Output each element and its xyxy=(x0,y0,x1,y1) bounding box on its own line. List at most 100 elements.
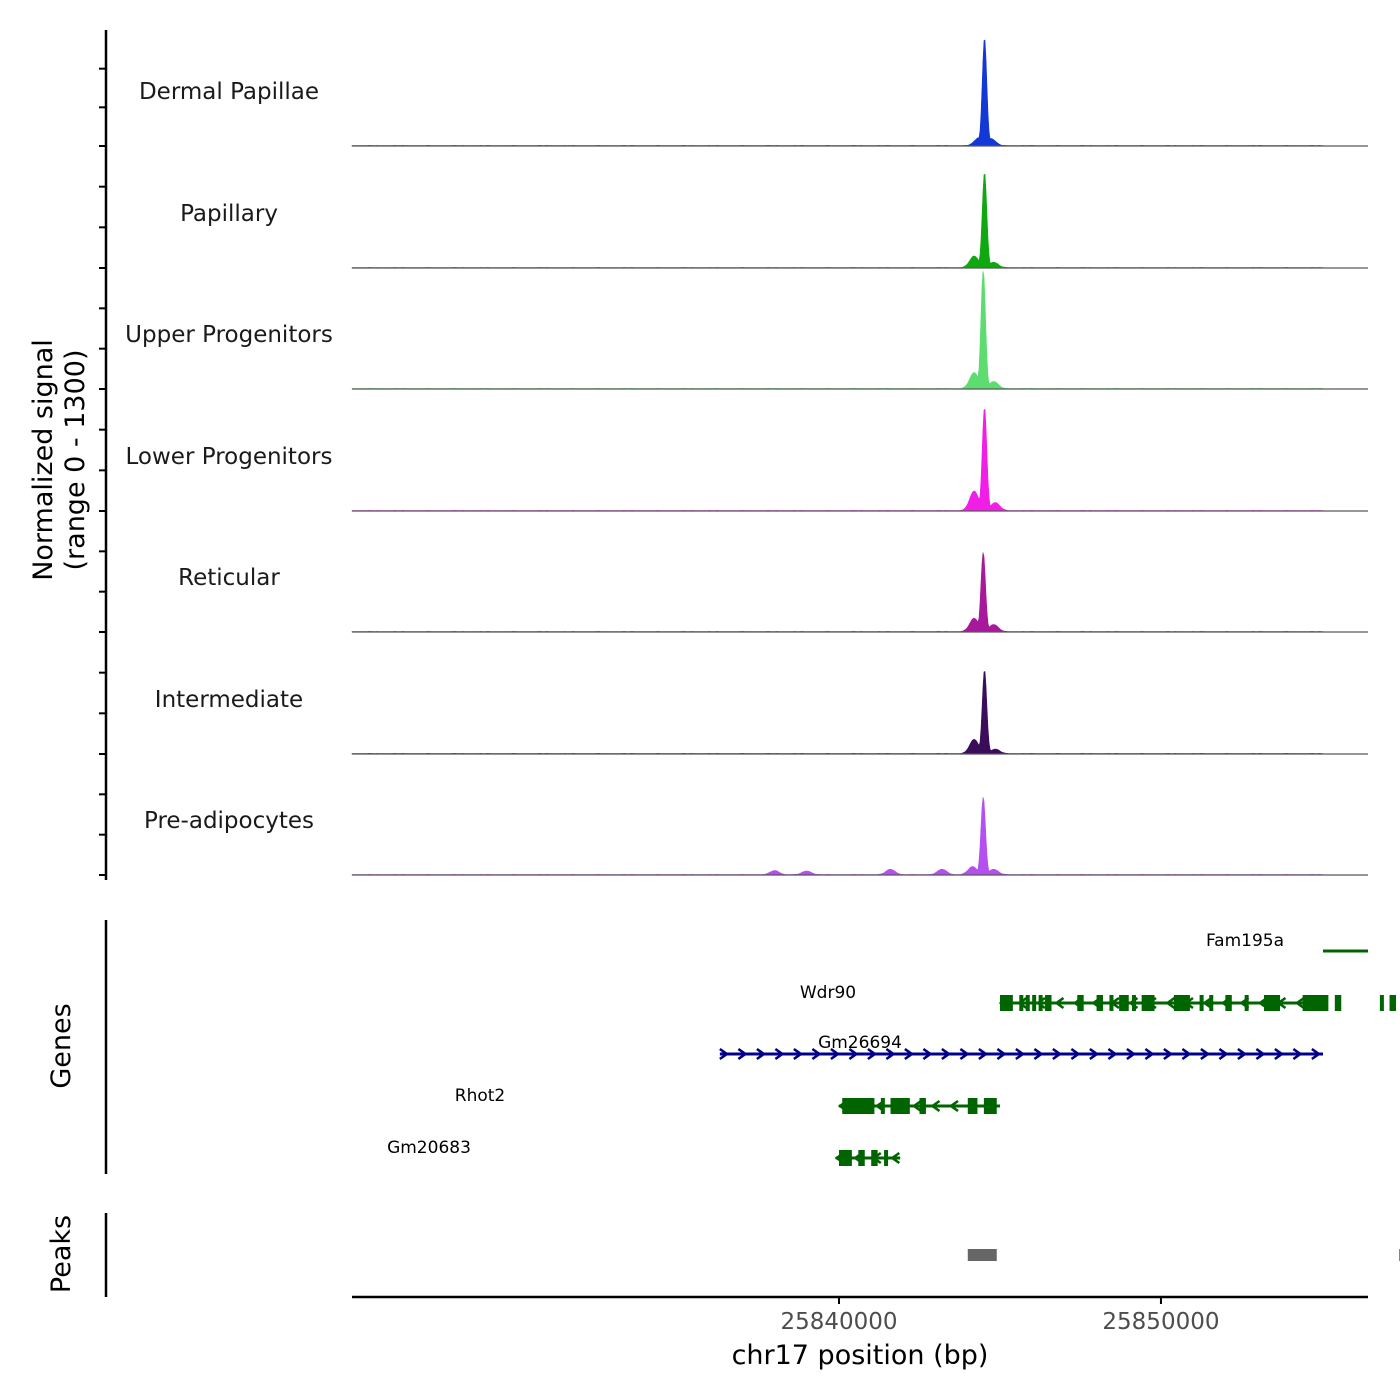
gene-exon xyxy=(1379,995,1384,1011)
gene-exon xyxy=(880,1098,885,1114)
gene-exon xyxy=(999,995,1013,1011)
strand-arrow xyxy=(1033,1047,1044,1061)
gene-exon xyxy=(1032,995,1037,1011)
coverage-track: Upper Progenitors xyxy=(125,270,1368,390)
gene-label: Fam195a xyxy=(1206,931,1284,951)
coverage-area xyxy=(351,671,1324,755)
strand-arrow xyxy=(1015,1047,1026,1061)
gene-exon xyxy=(983,1098,997,1114)
strand-arrow xyxy=(1181,1047,1192,1061)
coverage-track: Lower Progenitors xyxy=(126,408,1368,512)
strand-arrow xyxy=(793,1047,804,1061)
strand-arrow xyxy=(719,1047,730,1061)
strand-arrow xyxy=(978,1047,989,1061)
strand-arrow xyxy=(996,1047,1007,1061)
coverage-area xyxy=(351,39,1324,147)
strand-arrow xyxy=(867,1047,878,1061)
gene-exon xyxy=(839,1150,852,1166)
strand-arrow xyxy=(885,1047,896,1061)
strand-arrow xyxy=(890,1151,901,1165)
gene-exon xyxy=(1209,995,1214,1011)
gene-exon xyxy=(884,1150,889,1166)
coverage-tracks: Dermal Papillae Papillary Upper Progenitor… xyxy=(99,30,1368,880)
x-tick-label: 25850000 xyxy=(1102,1309,1219,1335)
gene-model: Wdr90 xyxy=(800,983,1396,1011)
strand-arrow xyxy=(930,1099,941,1113)
gene-exon xyxy=(890,1098,910,1114)
gene-exon xyxy=(871,1150,878,1166)
coverage-area xyxy=(351,408,1324,512)
strand-arrow xyxy=(922,1047,933,1061)
gene-exon xyxy=(1077,995,1084,1011)
gene-exon xyxy=(1199,995,1204,1011)
strand-arrow xyxy=(1163,1047,1174,1061)
coverage-area xyxy=(351,552,1324,633)
strand-arrow xyxy=(848,1047,859,1061)
strand-arrow xyxy=(1218,1047,1229,1061)
strand-arrow xyxy=(756,1047,767,1061)
coverage-area xyxy=(351,173,1324,269)
gene-exon xyxy=(1131,995,1136,1011)
strand-arrow xyxy=(1292,1047,1303,1061)
peaks-axis-title: Peaks xyxy=(46,1215,77,1293)
y-axis-title: Normalized signal xyxy=(28,339,59,581)
strand-arrow xyxy=(1311,1047,1322,1061)
gene-exon xyxy=(1109,995,1114,1011)
strand-arrow xyxy=(1200,1047,1211,1061)
x-axis: 258400002585000025860000 xyxy=(352,1295,1368,1335)
coverage-area xyxy=(351,270,1324,390)
gene-exon xyxy=(858,1150,865,1166)
gene-exon xyxy=(1334,995,1342,1011)
strand-arrow xyxy=(737,1047,748,1061)
gene-exon xyxy=(1389,995,1396,1011)
strand-arrow xyxy=(911,1099,922,1113)
coverage-track-label: Pre-adipocytes xyxy=(144,808,314,834)
gene-exon xyxy=(1038,995,1043,1011)
coverage-track-label: Dermal Papillae xyxy=(139,79,319,105)
gene-exon xyxy=(1244,995,1249,1011)
gene-label: Wdr90 xyxy=(800,983,856,1003)
strand-arrow xyxy=(1052,1047,1063,1061)
strand-arrow xyxy=(1126,1047,1137,1061)
coverage-track-label: Papillary xyxy=(180,201,278,227)
gene-label: Gm20683 xyxy=(387,1138,471,1158)
strand-arrow xyxy=(1202,996,1213,1010)
gene-model: Gm26694 xyxy=(719,1033,1323,1061)
coverage-track-label: Intermediate xyxy=(155,687,303,713)
gene-model: Fam195a xyxy=(1206,931,1368,953)
coverage-track: Intermediate xyxy=(155,671,1368,755)
gene-label: Rhot2 xyxy=(455,1086,505,1106)
gene-exon xyxy=(1141,995,1155,1011)
strand-arrow xyxy=(941,1047,952,1061)
strand-arrow xyxy=(948,1099,959,1113)
strand-arrow xyxy=(1144,1047,1155,1061)
strand-arrow xyxy=(1035,996,1046,1010)
coverage-track-label: Lower Progenitors xyxy=(126,444,333,470)
strand-arrow xyxy=(1054,996,1065,1010)
strand-arrow xyxy=(1107,1047,1118,1061)
y-axis-title-range: (range 0 - 1300) xyxy=(60,350,91,571)
strand-arrow xyxy=(774,1047,785,1061)
gene-exon xyxy=(1173,995,1190,1011)
gene-exon xyxy=(1025,995,1030,1011)
strand-arrow xyxy=(1274,1047,1285,1061)
peak-region xyxy=(967,1249,997,1261)
gene-exon xyxy=(1045,995,1052,1011)
x-axis-title: chr17 position (bp) xyxy=(732,1340,989,1371)
genes-axis-title: Genes xyxy=(46,1003,77,1088)
gene-label: Gm26694 xyxy=(818,1033,902,1053)
gene-model: Gm20683 xyxy=(387,1138,901,1166)
coverage-track-label: Upper Progenitors xyxy=(125,322,333,348)
gene-exon xyxy=(1096,995,1104,1011)
strand-arrow xyxy=(1237,1047,1248,1061)
strand-arrow xyxy=(830,1047,841,1061)
gene-model: Rhot2 xyxy=(455,1086,1000,1114)
coverage-track: Dermal Papillae xyxy=(139,39,1368,147)
gene-exon xyxy=(842,1098,875,1114)
gene-exon xyxy=(919,1098,926,1114)
strand-arrow xyxy=(811,1047,822,1061)
gene-exon xyxy=(1119,995,1129,1011)
coverage-track: Reticular xyxy=(178,552,1368,633)
strand-arrow xyxy=(959,1047,970,1061)
